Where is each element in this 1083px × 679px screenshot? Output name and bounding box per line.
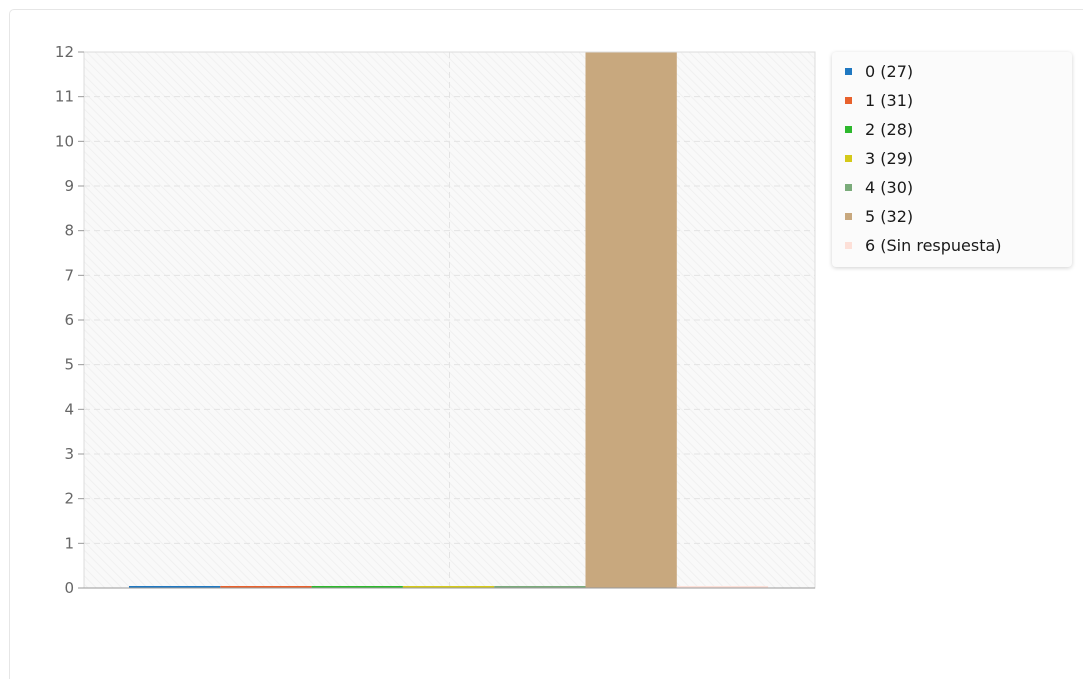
y-tick-label: 11 — [55, 88, 74, 106]
legend-swatch — [845, 97, 852, 104]
bar-3 — [402, 586, 495, 588]
legend-label: 5 (32) — [865, 207, 914, 226]
y-tick-label: 4 — [64, 400, 74, 418]
y-tick-label: 12 — [55, 43, 74, 61]
legend-item[interactable]: 3 (29) — [832, 144, 1072, 173]
legend-swatch — [845, 184, 852, 191]
bar-0 — [129, 586, 221, 588]
y-tick-label: 1 — [64, 534, 74, 552]
legend-swatch — [845, 213, 852, 220]
y-tick-label: 6 — [64, 311, 74, 329]
bar-5 — [585, 52, 677, 588]
y-tick-label: 10 — [55, 132, 74, 150]
y-tick-label: 7 — [64, 266, 74, 284]
bar-1 — [220, 586, 312, 588]
legend-swatch — [845, 155, 852, 162]
legend-label: 0 (27) — [865, 62, 914, 81]
legend-label: 1 (31) — [865, 91, 914, 110]
legend-item[interactable]: 1 (31) — [832, 86, 1072, 115]
legend-item[interactable]: 5 (32) — [832, 202, 1072, 231]
legend: 0 (27) 1 (31) 2 (28) 3 (29) 4 (30) 5 (32) 6 (S… — [832, 52, 1072, 267]
bar-4 — [494, 586, 586, 588]
y-tick-label: 5 — [64, 356, 74, 374]
legend-swatch — [845, 242, 852, 249]
bar-2 — [311, 586, 403, 588]
legend-swatch — [845, 126, 852, 133]
legend-item[interactable]: 2 (28) — [832, 115, 1072, 144]
y-tick-label: 2 — [64, 490, 74, 508]
y-tick-label: 9 — [64, 177, 74, 195]
y-tick-label: 3 — [64, 445, 74, 463]
bar-6 — [676, 586, 769, 588]
legend-item[interactable]: 6 (Sin respuesta) — [832, 231, 1072, 260]
legend-item[interactable]: 4 (30) — [832, 173, 1072, 202]
legend-label: 2 (28) — [865, 120, 914, 139]
legend-label: 4 (30) — [865, 178, 914, 197]
legend-label: 6 (Sin respuesta) — [865, 236, 1002, 255]
y-tick-label: 8 — [64, 222, 74, 240]
legend-swatch — [845, 68, 852, 75]
y-tick-label: 0 — [64, 579, 74, 597]
legend-item[interactable]: 0 (27) — [832, 57, 1072, 86]
legend-label: 3 (29) — [865, 149, 914, 168]
